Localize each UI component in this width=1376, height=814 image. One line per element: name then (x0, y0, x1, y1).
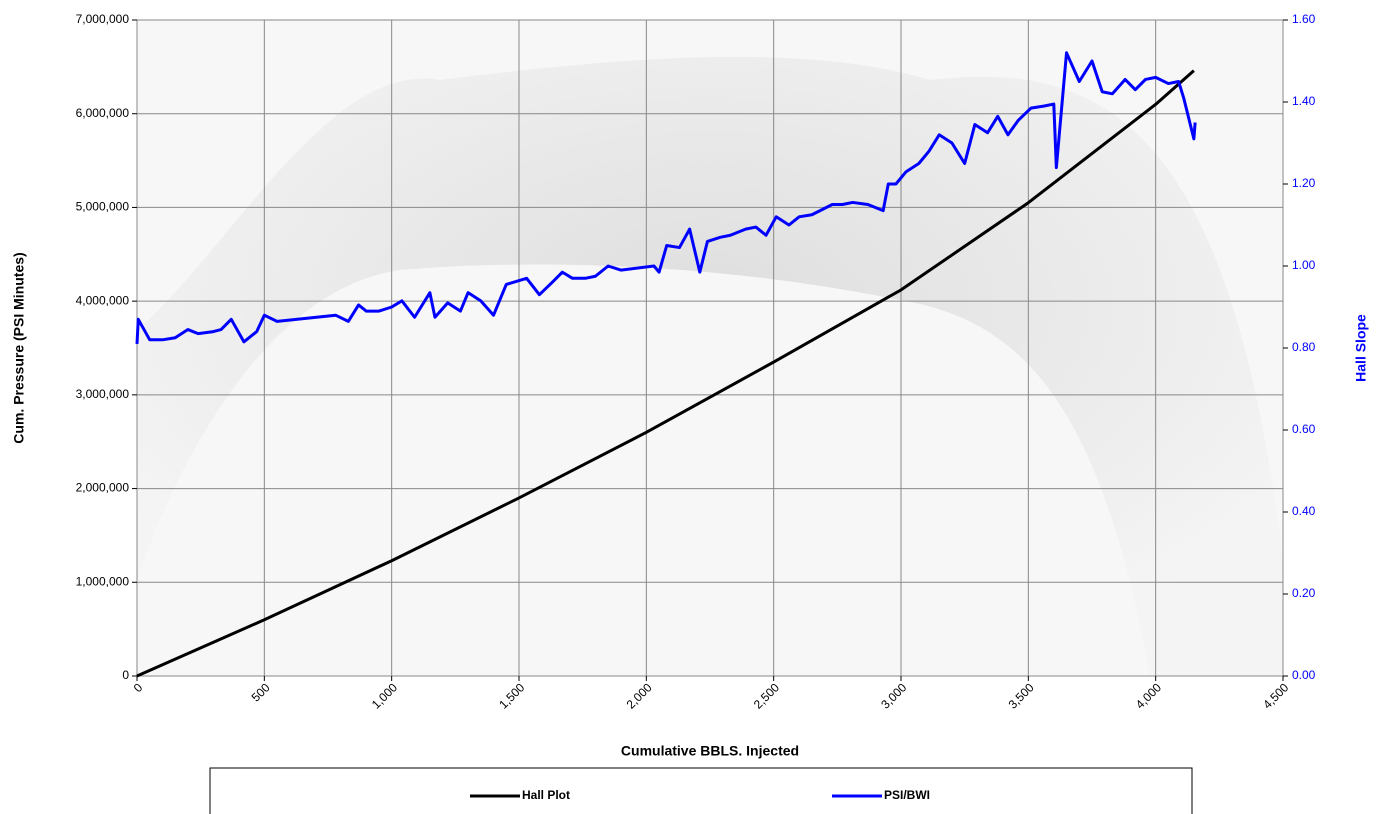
y-tick-label: 1,000,000 (76, 574, 130, 588)
x-tick-label: 1,500 (496, 680, 527, 711)
y2-tick-label: 1.40 (1292, 94, 1316, 108)
y-tick-label: 4,000,000 (76, 293, 130, 307)
series-line (135, 51, 1197, 344)
x-tick-label: 1,000 (369, 680, 400, 711)
x-tick-label: 2,000 (624, 680, 655, 711)
y2-tick-label: 0.20 (1292, 586, 1316, 600)
y2-tick-label: 0.60 (1292, 422, 1316, 436)
y-axis-title: Cum. Pressure (PSI Minutes) (11, 252, 27, 443)
y-tick-label: 3,000,000 (76, 387, 130, 401)
y-tick-label: 0 (122, 668, 129, 682)
x-axis-title: Cumulative BBLS. Injected (621, 743, 799, 759)
y2-tick-label: 1.20 (1292, 176, 1316, 190)
y2-tick-label: 1.00 (1292, 258, 1316, 272)
legend-label: Hall Plot (522, 788, 570, 802)
x-tick-label: 500 (249, 680, 273, 704)
legend-label: PSI/BWI (884, 788, 930, 802)
y-tick-label: 6,000,000 (76, 106, 130, 120)
x-tick-label: 3,500 (1006, 680, 1037, 711)
y2-axis-title: Hall Slope (1353, 314, 1369, 382)
y2-tick-label: 0.40 (1292, 504, 1316, 518)
y2-tick-label: 0.00 (1292, 668, 1316, 682)
plot-background (137, 20, 1283, 676)
x-tick-label: 2,500 (751, 680, 782, 711)
y-tick-label: 7,000,000 (76, 12, 130, 26)
x-tick-label: 4,000 (1133, 680, 1164, 711)
x-tick-label: 3,000 (878, 680, 909, 711)
series-line (136, 69, 1195, 678)
x-tick-label: 4,500 (1260, 680, 1291, 711)
x-tick-label: 0 (131, 680, 146, 695)
y-tick-label: 2,000,000 (76, 481, 130, 495)
y2-tick-label: 1.60 (1292, 12, 1316, 26)
y2-tick-label: 0.80 (1292, 340, 1316, 354)
legend-box (209, 767, 1193, 814)
y-tick-label: 5,000,000 (76, 200, 130, 214)
